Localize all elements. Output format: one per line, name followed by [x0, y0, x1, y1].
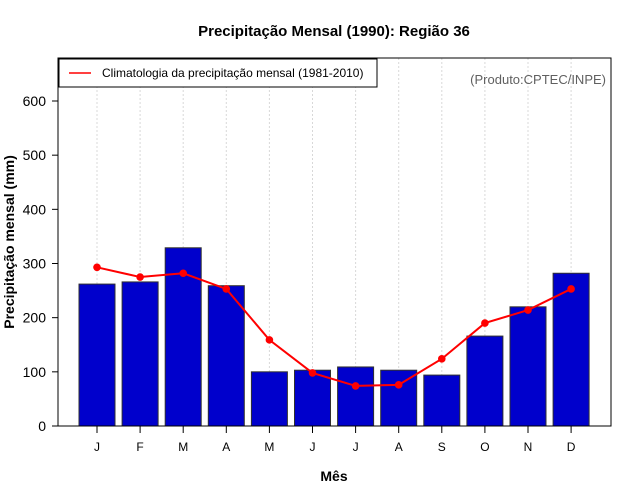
x-tick-label: O — [480, 440, 489, 454]
x-tick-label: S — [438, 440, 446, 454]
y-tick-label: 200 — [23, 310, 47, 326]
climatology-point-3 — [222, 285, 231, 293]
bar-9 — [466, 335, 504, 427]
climatology-point-7 — [394, 381, 403, 389]
bar-7 — [380, 369, 418, 427]
y-tick-label: 300 — [23, 256, 47, 272]
climatology-point-6 — [351, 382, 360, 390]
legend-entry-climatology: Climatologia da precipitação mensal (198… — [102, 66, 363, 80]
y-axis-label: Precipitação mensal (mm) — [1, 155, 17, 329]
x-tick-label: A — [222, 440, 230, 454]
x-tick-label: N — [524, 440, 533, 454]
x-axis-label: Mês — [320, 468, 347, 484]
bar-5 — [294, 369, 331, 427]
x-tick-label: D — [567, 440, 576, 454]
y-tick-label: 0 — [38, 418, 46, 434]
bar-6 — [337, 366, 375, 427]
climatology-point-5 — [308, 369, 317, 377]
climatology-point-9 — [481, 319, 489, 327]
bar-4 — [250, 371, 288, 427]
climatology-point-4 — [265, 336, 274, 344]
bar-8 — [423, 374, 461, 427]
climatology-point-1 — [136, 273, 144, 281]
x-tick-label: J — [310, 440, 316, 454]
climatology-point-10 — [524, 306, 532, 314]
bar-series — [78, 247, 590, 427]
y-tick-label: 600 — [23, 93, 47, 109]
legend: Climatologia da precipitação mensal (198… — [58, 58, 378, 88]
climatology-point-2 — [179, 269, 187, 278]
climatology-line — [96, 266, 572, 387]
x-tick-label: M — [178, 440, 188, 454]
credit-annotation: (Produto:CPTEC/INPE) — [470, 72, 606, 87]
bar-1 — [121, 281, 159, 427]
y-tick-label: 100 — [23, 364, 47, 380]
chart-title: Precipitação Mensal (1990): Região 36 — [198, 23, 470, 40]
x-tick-label: J — [94, 440, 100, 454]
climatology-point-8 — [438, 355, 446, 363]
y-tick-label: 500 — [23, 147, 47, 163]
climatology-series — [93, 263, 575, 390]
climatology-point-0 — [93, 263, 101, 272]
y-axis: 0 100 200 300 400 500 600 — [23, 93, 59, 434]
x-tick-label: A — [395, 440, 403, 454]
grid-lines — [96, 58, 572, 426]
climatology-point-11 — [567, 285, 575, 293]
legend-box — [58, 58, 378, 88]
x-tick-label: M — [264, 440, 274, 454]
x-tick-label: F — [136, 440, 143, 454]
y-tick-label: 400 — [23, 201, 47, 217]
bar-10 — [509, 306, 547, 427]
bar-0 — [78, 283, 116, 427]
x-tick-label: J — [353, 440, 359, 454]
bar-3 — [207, 285, 245, 427]
